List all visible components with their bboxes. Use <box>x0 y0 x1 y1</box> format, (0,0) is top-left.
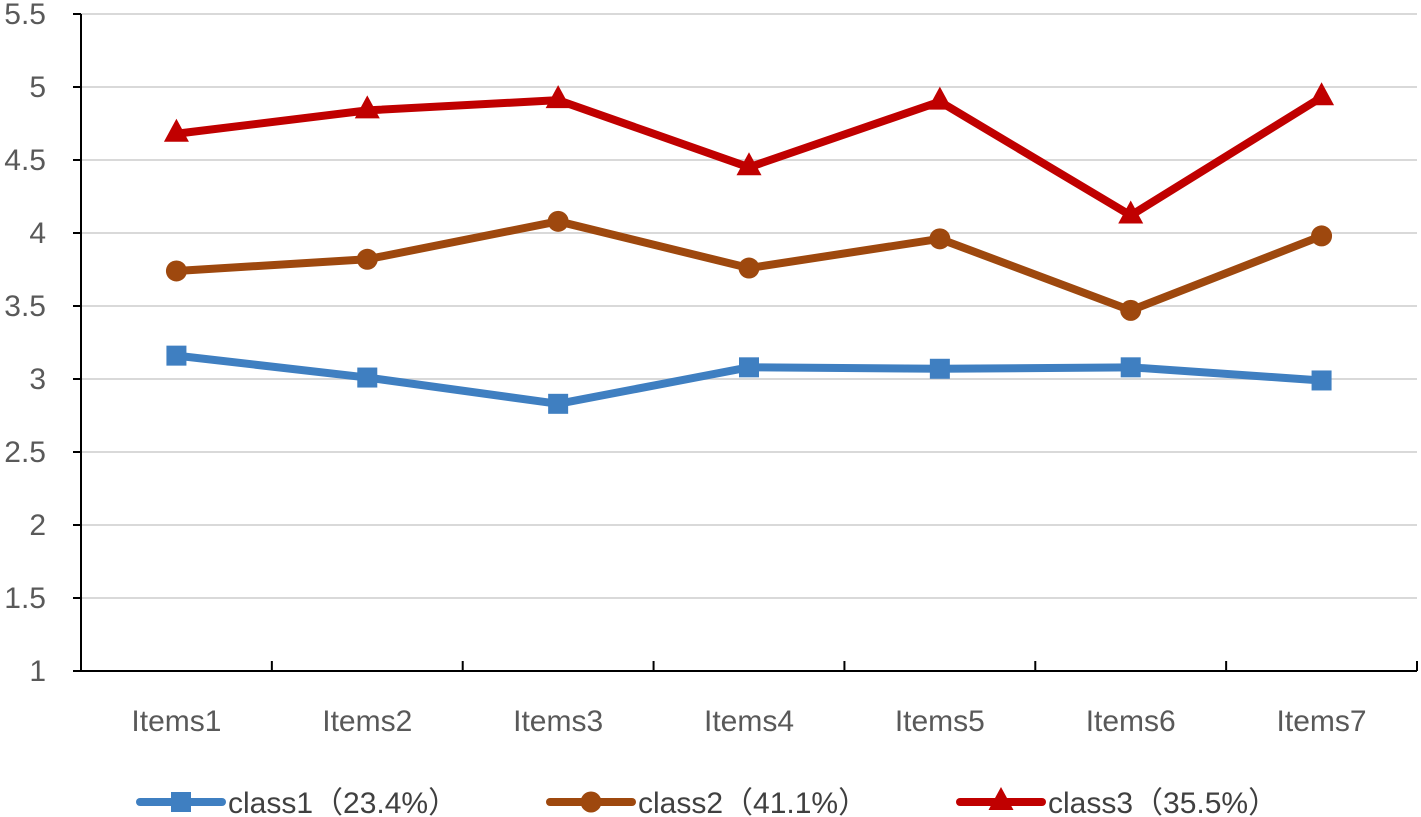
y-tick-label: 2.5 <box>4 436 46 469</box>
data-point-triangle <box>736 152 762 176</box>
series-1 <box>166 345 1332 414</box>
legend-item-1: class1（23.4%） <box>136 787 458 817</box>
legend-item-2: class2（41.1%） <box>546 787 868 817</box>
x-tick-label: Items6 <box>1086 705 1176 738</box>
axes: 1 1.5 2 2.5 3 3.5 4 4.5 5 5.5 Items1 Items2 Items3 It… <box>4 0 1418 738</box>
legend-marker-triangle <box>988 787 1014 810</box>
data-point-circle <box>929 228 951 250</box>
data-point-circle <box>1120 299 1142 321</box>
x-tick-label: Items1 <box>131 705 221 738</box>
legend-label: class3（35.5%） <box>1048 787 1278 817</box>
y-tick-label: 4 <box>29 217 46 250</box>
y-tick-label: 2 <box>29 509 46 542</box>
gridlines <box>81 13 1417 599</box>
data-point-circle <box>738 257 760 279</box>
x-tick-label: Items5 <box>895 705 985 738</box>
data-point-square <box>166 345 187 366</box>
legend-label: class2（41.1%） <box>638 787 868 817</box>
series-2 <box>165 210 1333 321</box>
data-point-triangle <box>1118 200 1144 224</box>
x-tick-label: Items7 <box>1277 705 1367 738</box>
legend-marker-circle <box>580 791 602 813</box>
data-point-triangle <box>163 118 189 142</box>
y-tick-label: 1.5 <box>4 582 46 615</box>
data-point-triangle <box>545 85 571 109</box>
data-point-square <box>929 358 950 379</box>
data-point-triangle <box>354 95 380 119</box>
legend-item-3: class3（35.5%） <box>956 787 1278 817</box>
y-tick-label: 5 <box>29 71 46 104</box>
data-point-triangle <box>1309 82 1335 106</box>
data-point-square <box>1311 370 1332 391</box>
data-point-circle <box>356 248 378 270</box>
legend-label: class1（23.4%） <box>228 787 458 817</box>
y-tick-label: 3 <box>29 363 46 396</box>
data-point-circle <box>547 210 569 232</box>
y-tick-label: 5.5 <box>4 0 46 31</box>
x-tick-label: Items4 <box>704 705 794 738</box>
series <box>163 82 1335 414</box>
data-point-square <box>1120 357 1141 378</box>
data-point-square <box>357 367 378 388</box>
data-point-circle <box>165 260 187 282</box>
data-point-triangle <box>927 86 953 110</box>
y-tick-label: 3.5 <box>4 290 46 323</box>
y-tick-label: 4.5 <box>4 144 46 177</box>
legend-marker-square <box>171 792 191 812</box>
x-tick-label: Items2 <box>322 705 412 738</box>
data-point-square <box>548 393 569 414</box>
y-tick-label: 1 <box>29 655 46 688</box>
data-point-circle <box>1311 225 1333 247</box>
data-point-square <box>739 357 759 378</box>
series-3 <box>163 82 1335 224</box>
x-tick-label: Items3 <box>513 705 603 738</box>
legend: class1（23.4%） class2（41.1%） class3（35.5%） <box>136 787 1278 817</box>
